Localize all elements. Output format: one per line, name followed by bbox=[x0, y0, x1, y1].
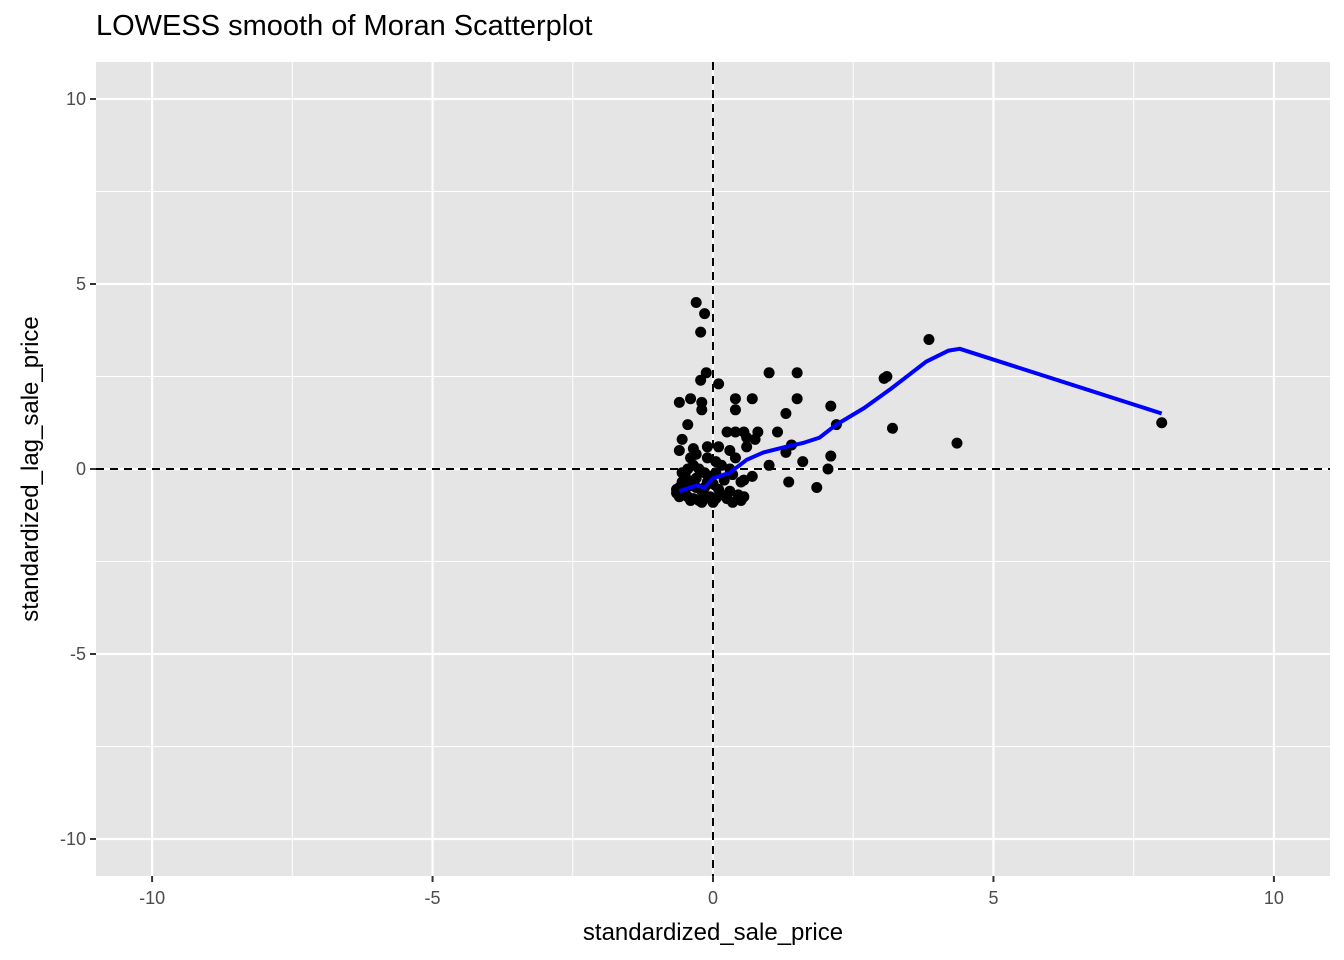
data-point bbox=[685, 494, 697, 506]
data-point bbox=[791, 367, 803, 379]
data-point bbox=[673, 396, 685, 408]
data-point bbox=[690, 448, 702, 460]
data-point bbox=[729, 404, 741, 416]
data-point bbox=[825, 450, 837, 462]
x-tick-label: 5 bbox=[988, 888, 998, 908]
data-point bbox=[729, 393, 741, 405]
data-point bbox=[729, 426, 741, 438]
y-axis-title: standardized_lag_sale_price bbox=[17, 316, 44, 622]
data-point bbox=[749, 433, 761, 445]
data-point bbox=[741, 432, 753, 444]
x-axis-title: standardized_sale_price bbox=[583, 919, 843, 946]
data-point bbox=[676, 433, 688, 445]
data-point bbox=[763, 459, 775, 471]
data-point bbox=[791, 393, 803, 405]
x-tick-label: 10 bbox=[1264, 888, 1284, 908]
x-tick-label: -5 bbox=[425, 888, 441, 908]
data-point bbox=[729, 452, 741, 464]
data-point bbox=[797, 456, 809, 468]
data-point bbox=[724, 485, 736, 497]
data-point bbox=[772, 426, 784, 438]
data-point bbox=[878, 372, 890, 384]
data-point bbox=[746, 470, 758, 482]
data-point bbox=[676, 467, 688, 479]
data-point bbox=[811, 482, 823, 493]
chart-title: LOWESS smooth of Moran Scatterplot bbox=[96, 10, 593, 42]
data-point bbox=[923, 334, 935, 345]
data-point bbox=[780, 446, 792, 458]
data-point bbox=[685, 393, 697, 405]
data-point bbox=[715, 489, 727, 501]
y-axis: -10 -5 0 5 10 bbox=[60, 89, 96, 849]
data-point bbox=[707, 496, 719, 508]
data-point bbox=[699, 308, 711, 320]
y-tick-label: -5 bbox=[70, 644, 86, 664]
data-point bbox=[735, 476, 747, 488]
data-point bbox=[727, 496, 739, 508]
data-point bbox=[741, 441, 753, 453]
data-point bbox=[1156, 417, 1168, 429]
data-point bbox=[738, 491, 750, 503]
y-tick-label: 0 bbox=[76, 459, 86, 479]
data-point bbox=[825, 400, 837, 412]
data-point bbox=[822, 463, 834, 475]
data-point bbox=[696, 496, 708, 508]
x-axis: -10 -5 0 5 10 bbox=[139, 876, 1284, 908]
lowess-smooth bbox=[678, 346, 1163, 494]
data-points bbox=[671, 297, 1168, 508]
data-point bbox=[780, 408, 792, 419]
data-point bbox=[951, 437, 963, 449]
data-point bbox=[763, 367, 775, 379]
data-point bbox=[746, 393, 758, 405]
data-point bbox=[721, 426, 733, 438]
data-point bbox=[671, 483, 683, 495]
data-point bbox=[713, 378, 725, 390]
smooth-line bbox=[678, 346, 1163, 494]
data-point bbox=[690, 472, 702, 484]
y-tick-label: 10 bbox=[66, 89, 86, 109]
data-point bbox=[682, 419, 694, 431]
data-point bbox=[701, 452, 713, 464]
data-point bbox=[695, 326, 707, 338]
x-tick-label: 0 bbox=[708, 888, 718, 908]
data-point bbox=[701, 441, 713, 453]
data-point bbox=[673, 445, 685, 456]
data-point bbox=[783, 476, 795, 488]
data-point bbox=[695, 374, 707, 386]
data-point bbox=[690, 297, 702, 308]
y-tick-label: 5 bbox=[76, 274, 86, 294]
y-tick-label: -10 bbox=[60, 829, 86, 849]
data-point bbox=[713, 441, 725, 453]
data-point bbox=[696, 404, 708, 416]
data-point bbox=[886, 422, 898, 434]
x-tick-label: -10 bbox=[139, 888, 165, 908]
